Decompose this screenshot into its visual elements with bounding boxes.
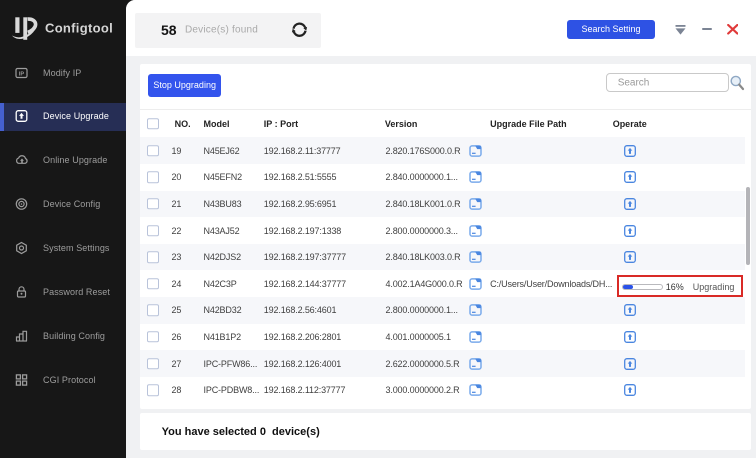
- svg-text:IP: IP: [19, 71, 25, 77]
